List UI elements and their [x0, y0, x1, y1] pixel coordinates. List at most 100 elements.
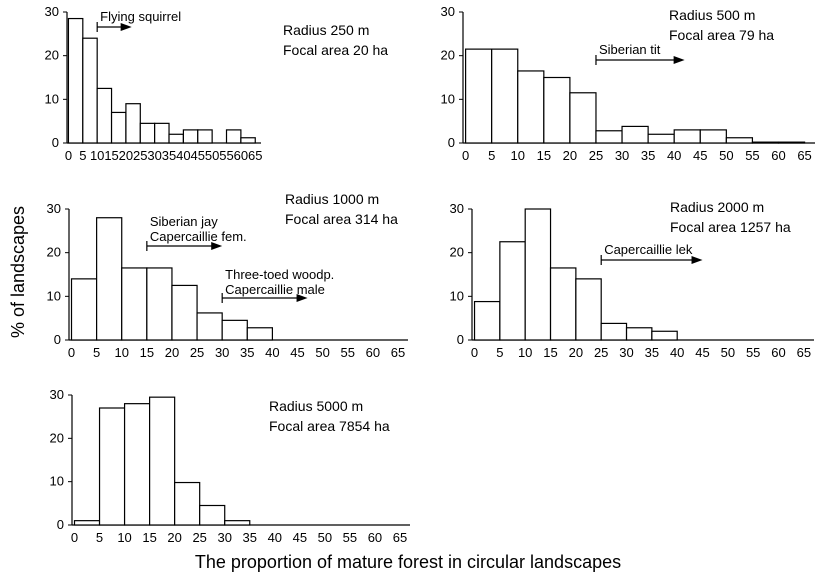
x-tick-label: 50	[719, 148, 733, 163]
histogram-bar	[96, 87, 113, 144]
x-tick-label: 35	[645, 345, 659, 360]
x-tick-label: 15	[537, 148, 551, 163]
x-tick-label: 30	[615, 148, 629, 163]
histogram-bar	[473, 300, 501, 341]
x-tick-label: 5	[96, 530, 103, 545]
x-tick-label: 10	[518, 345, 532, 360]
chart-panel-radius-2000: 0 10 20 30 0 5 10 15 20 25 30 35 40 45 50 55 60 65 Radius …	[450, 199, 814, 360]
x-tick-label: 55	[343, 530, 357, 545]
histogram-bar	[647, 133, 675, 144]
x-tick-label: 50	[315, 345, 329, 360]
chart-panel-radius-500: 0 10 20 30 0 5 10 15 20 25 30 35 40 45 50 55 60 65 Radius …	[441, 4, 815, 163]
histogram-bar	[625, 327, 653, 341]
focal-area-label: Focal area 7854 ha	[269, 418, 390, 434]
x-tick-label: 25	[133, 148, 147, 163]
x-tick-label: 50	[721, 345, 735, 360]
x-tick-label: 25	[589, 148, 603, 163]
y-tick-label: 10	[47, 288, 61, 303]
histogram-bar	[575, 278, 602, 341]
histogram-bar	[569, 92, 597, 144]
histogram-bar	[465, 48, 493, 144]
species-label: Capercaillie fem.	[150, 229, 247, 244]
focal-area-label: Focal area 314 ha	[285, 211, 398, 227]
x-tick-label: 5	[79, 148, 86, 163]
y-tick-label: 30	[450, 201, 464, 216]
histogram-bar	[499, 241, 526, 341]
x-tick-label: 10	[114, 345, 128, 360]
x-tick-label: 60	[771, 148, 785, 163]
species-label: Siberian tit	[599, 42, 661, 57]
chart-panel-radius-1000: 0 10 20 30 0 5 10 15 20 25 30 35 40 45 50 55 60 65 Radius …	[47, 191, 408, 360]
x-tick-label: 40	[265, 345, 279, 360]
histogram-bar	[225, 129, 242, 144]
x-tick-label: 65	[393, 530, 407, 545]
chart-panel-radius-5000: 0 10 20 30 0 5 10 15 20 25 30 35 40 45 50 55 60 65 Radius …	[50, 387, 410, 545]
y-tick-label: 20	[441, 48, 455, 63]
histogram-bar	[673, 129, 701, 144]
histogram-bar	[221, 319, 248, 341]
histogram-bar	[149, 396, 176, 526]
radius-label: Radius 1000 m	[285, 191, 379, 207]
histogram-bar	[751, 141, 780, 144]
x-tick-label: 20	[167, 530, 181, 545]
radius-label: Radius 250 m	[283, 22, 369, 38]
x-tick-label: 0	[471, 345, 478, 360]
x-tick-label: 20	[165, 345, 179, 360]
focal-area-label: Focal area 20 ha	[283, 42, 388, 58]
y-tick-label: 10	[45, 91, 59, 106]
range-arrowhead	[691, 256, 703, 264]
histogram-bar	[543, 76, 571, 144]
histogram-bar	[651, 330, 678, 341]
species-label: Three-toed woodp.	[225, 267, 334, 282]
x-tick-label: 40	[670, 345, 684, 360]
x-tick-label: 10	[117, 530, 131, 545]
x-tick-label: 5	[488, 148, 495, 163]
x-tick-label: 60	[771, 345, 785, 360]
x-tick-label: 25	[190, 345, 204, 360]
histogram-bar	[82, 37, 98, 144]
histogram-bar	[168, 133, 185, 144]
x-tick-label: 45	[191, 148, 205, 163]
histogram-bar	[154, 122, 170, 144]
y-tick-label: 30	[441, 4, 455, 19]
x-tick-label: 0	[462, 148, 469, 163]
histogram-bar	[621, 125, 649, 144]
histogram-bar	[123, 403, 151, 526]
x-tick-label: 15	[104, 148, 118, 163]
histogram-bar	[110, 111, 127, 144]
focal-area-label: Focal area 79 ha	[669, 27, 774, 43]
histogram-bar	[121, 267, 148, 341]
species-label: Flying squirrel	[100, 9, 181, 24]
x-tick-label: 50	[318, 530, 332, 545]
histogram-bar	[174, 481, 201, 526]
histogram-bar	[246, 327, 274, 341]
histogram-bar	[67, 17, 84, 144]
y-tick-label: 10	[50, 474, 64, 489]
range-arrowhead	[296, 294, 308, 302]
x-tick-label: 40	[268, 530, 282, 545]
x-tick-label: 25	[594, 345, 608, 360]
x-tick-label: 25	[192, 530, 206, 545]
histogram-bar	[182, 129, 199, 144]
y-tick-label: 20	[47, 245, 61, 260]
x-tick-label: 35	[162, 148, 176, 163]
x-tick-label: 60	[366, 345, 380, 360]
x-tick-label: 55	[746, 345, 760, 360]
x-tick-label: 65	[797, 345, 811, 360]
histogram-bar	[146, 267, 173, 341]
x-tick-label: 5	[93, 345, 100, 360]
y-tick-label: 0	[57, 517, 64, 532]
range-arrowhead	[120, 23, 132, 31]
x-tick-label: 15	[140, 345, 154, 360]
histogram-bar	[600, 322, 628, 341]
x-tick-label: 30	[619, 345, 633, 360]
x-tick-label: 45	[293, 530, 307, 545]
histogram-bar	[171, 284, 198, 341]
x-tick-label: 0	[65, 148, 72, 163]
species-label: Capercaillie male	[225, 282, 325, 297]
x-tick-label: 50	[205, 148, 219, 163]
histogram-bar	[96, 217, 123, 341]
